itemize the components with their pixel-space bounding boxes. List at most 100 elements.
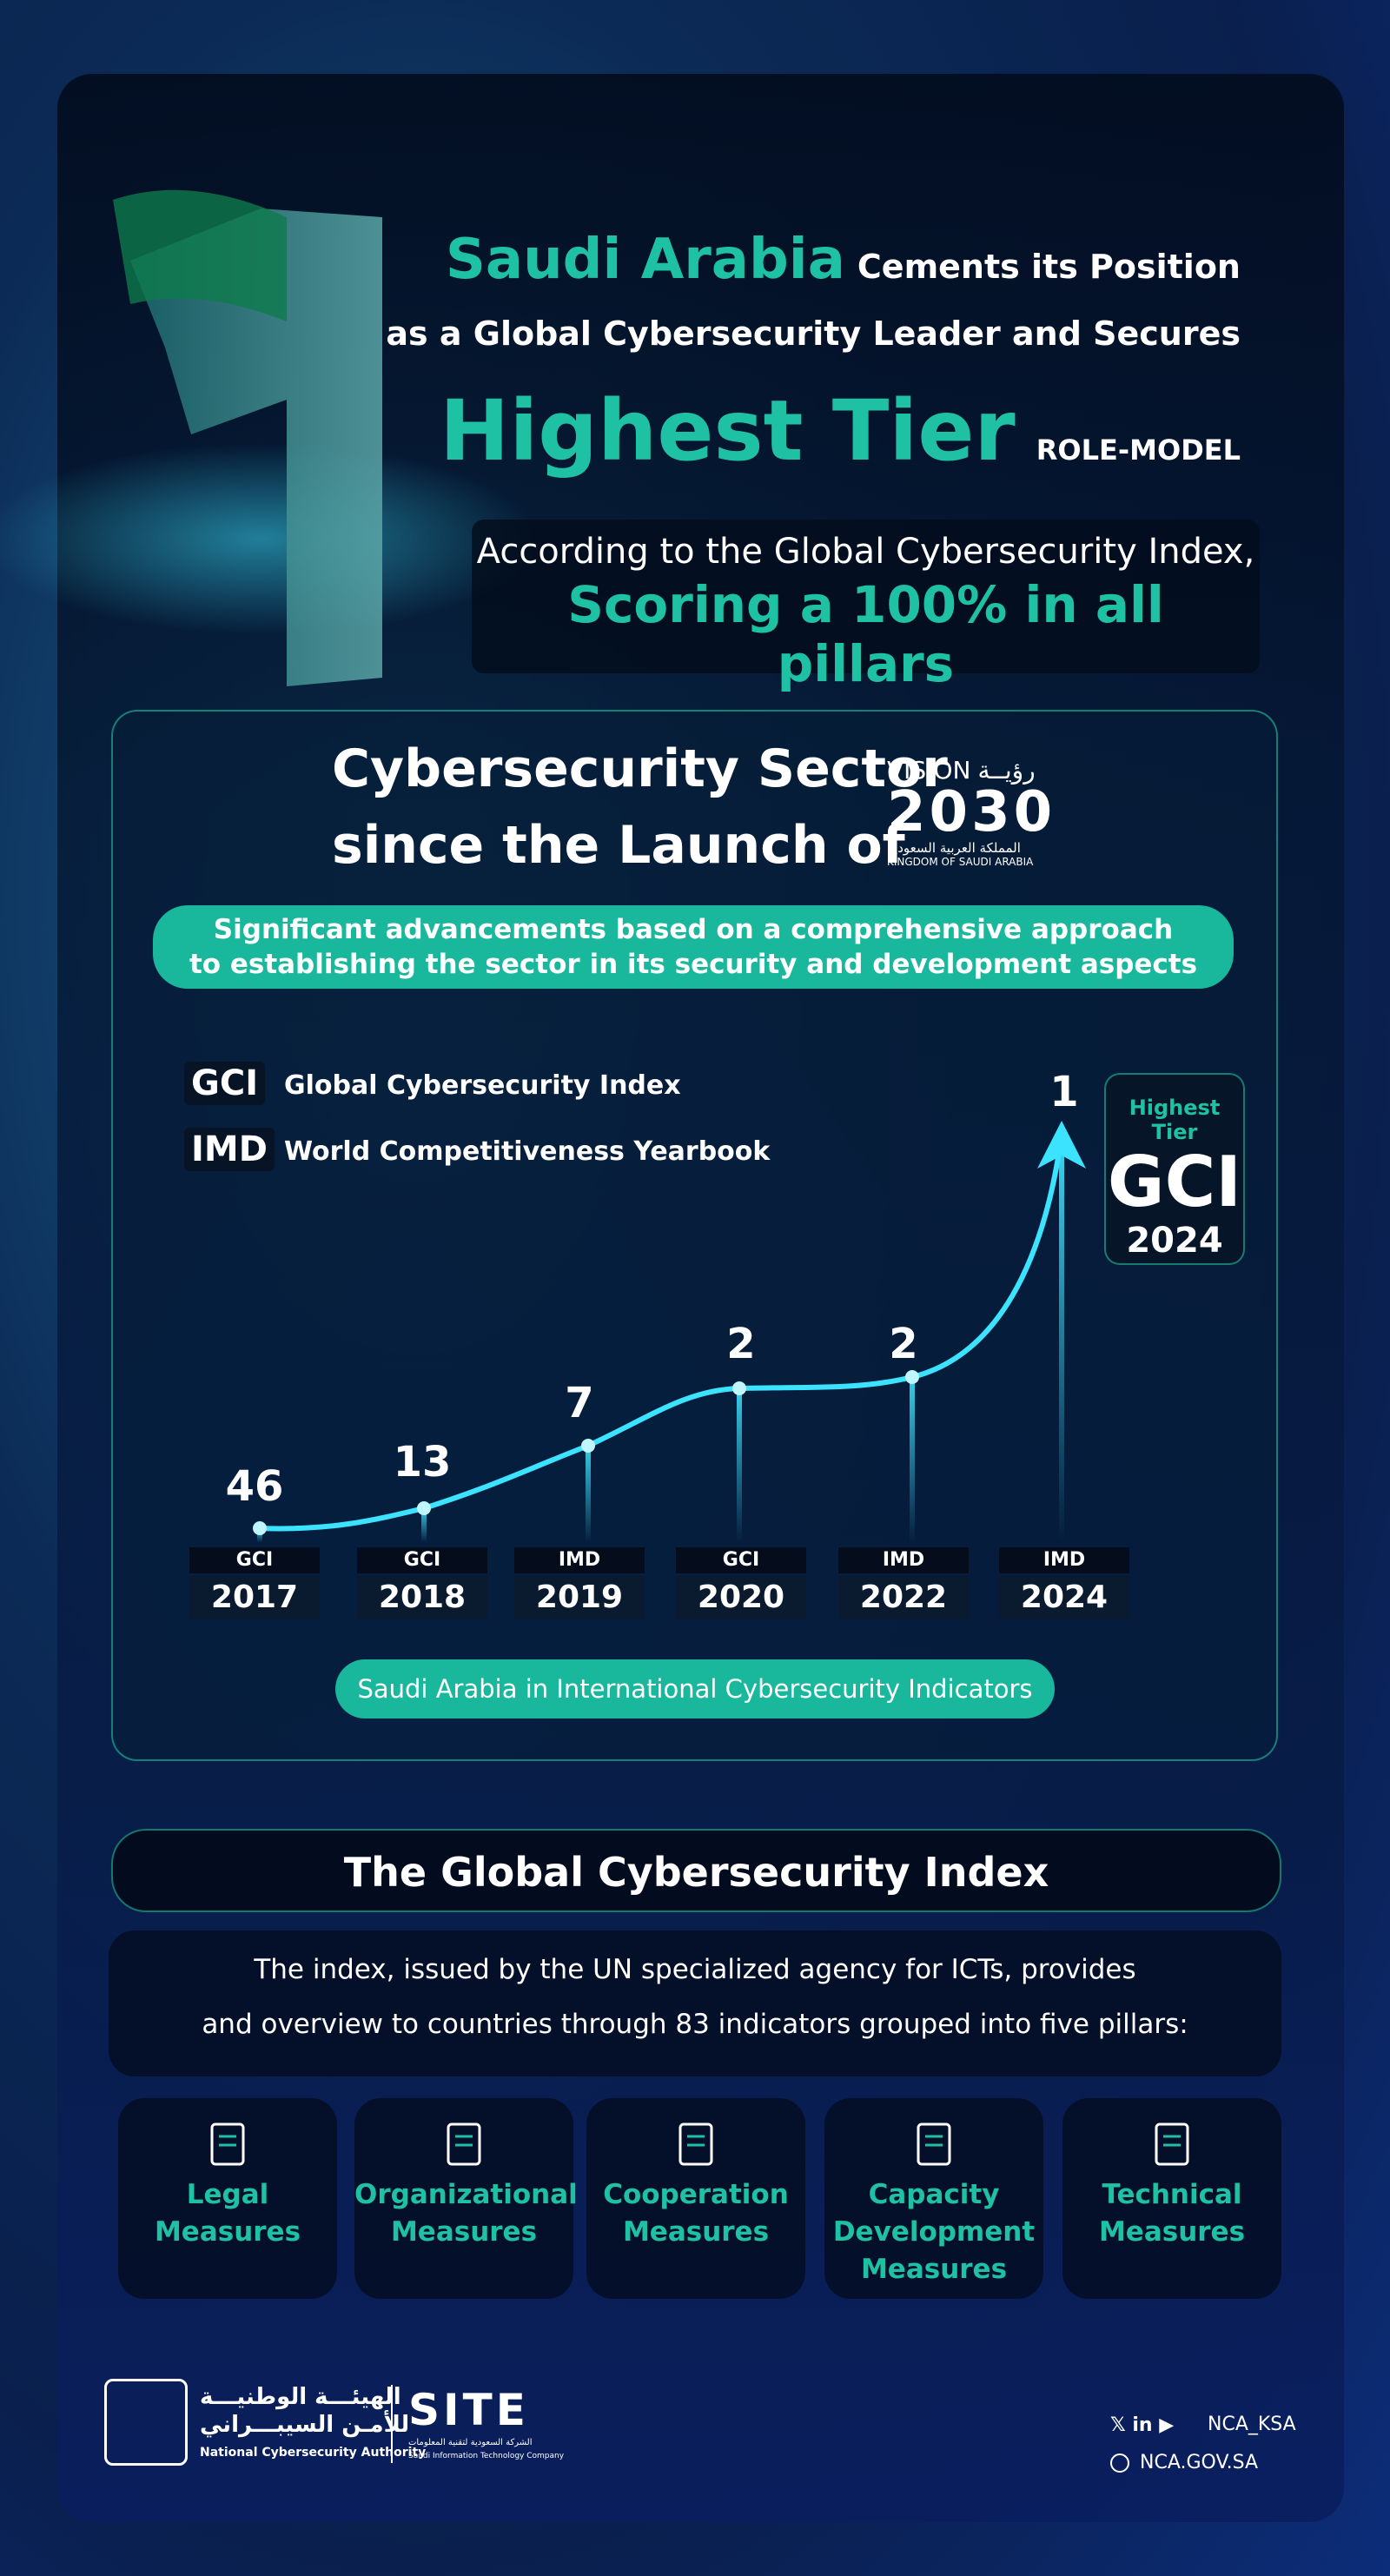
rank: 2 — [889, 1320, 918, 1368]
social-icons: 𝕏 in ▶ — [1110, 2414, 1175, 2436]
title-line-1: Saudi Arabia Cements its Position — [446, 228, 1241, 292]
beam — [586, 1446, 591, 1542]
pillar-text: Legal — [186, 2179, 269, 2210]
desc-line-2: and overview to countries through 83 ind… — [202, 2009, 1188, 2040]
glow — [0, 443, 539, 634]
sector-title-2: since the Launch of — [332, 815, 905, 876]
banner-line-1: Significant advancements based on a comp… — [213, 914, 1174, 945]
pillar-text: Organizational — [354, 2179, 578, 2210]
banner: Significant advancements based on a comp… — [153, 905, 1234, 989]
pillar-icon — [210, 2122, 245, 2166]
beam — [737, 1388, 742, 1542]
gci-title: The Global Cybersecurity Index — [111, 1829, 1281, 1912]
vision-logo: VISION رؤيــة 2030 المملكة العربية السعودية… — [887, 756, 1069, 868]
milestone-index: IMD — [838, 1547, 969, 1573]
milestone-year: 2017 — [189, 1576, 320, 1619]
legend-abbr: GCI — [184, 1062, 266, 1105]
site-name: Saudi Information Technology Company — [408, 2452, 565, 2460]
title-highlight: Saudi Arabia — [445, 228, 845, 292]
index-line: According to the Global Cybersecurity In… — [476, 532, 1255, 572]
rank: 7 — [565, 1379, 594, 1427]
pillar-text: Cooperation — [603, 2179, 789, 2210]
tier-tag: ROLE-MODEL — [1036, 434, 1241, 467]
pillar-text: Technical — [1102, 2179, 1242, 2210]
pillar-text: Development — [832, 2216, 1036, 2248]
legend-label: World Competitiveness Yearbook — [284, 1136, 771, 1167]
beam — [1059, 1156, 1064, 1542]
milestone-index: GCI — [189, 1547, 320, 1573]
score-box: According to the Global Cybersecurity In… — [472, 520, 1260, 693]
pillar: Technical Measures — [1062, 2098, 1281, 2299]
dot — [253, 1521, 267, 1535]
beam — [910, 1377, 915, 1542]
rank: 13 — [393, 1438, 452, 1487]
milestone-index: GCI — [676, 1547, 806, 1573]
banner-line-2: to establishing the sector in its securi… — [189, 949, 1198, 980]
milestone-index: GCI — [357, 1547, 487, 1573]
milestone-index: IMD — [514, 1547, 645, 1573]
flag — [113, 189, 287, 321]
tier-line: Highest Tier ROLE-MODEL — [440, 382, 1241, 480]
pillar-text: Measures — [1098, 2216, 1246, 2248]
footer-pill: Saudi Arabia in International Cybersecur… — [335, 1659, 1055, 1718]
globe-icon — [1110, 2453, 1129, 2473]
badge: Highest Tier GCI 2024 — [1104, 1073, 1245, 1265]
pillar-text: Measures — [622, 2216, 770, 2248]
beam — [421, 1508, 427, 1542]
divider — [391, 2385, 393, 2463]
legend-abbr: IMD — [184, 1128, 275, 1171]
pillar: Organizational Measures — [354, 2098, 578, 2299]
milestone-year: 2024 — [999, 1576, 1129, 1619]
tier: Highest Tier — [440, 382, 1016, 480]
rank: 46 — [225, 1462, 284, 1511]
title-line-2: as a Global Cybersecurity Leader and Sec… — [386, 315, 1241, 353]
arrow-head — [1037, 1121, 1086, 1169]
title-text: Cements its Position — [857, 248, 1241, 286]
vision-word: VISION — [887, 756, 971, 785]
pillar: Capacity Development Measures — [824, 2098, 1043, 2299]
vision-arabic: رؤيــة — [977, 756, 1036, 785]
nca-name: National Cybersecurity Authority — [200, 2446, 427, 2460]
site: SITE — [408, 2385, 529, 2435]
score-line: Scoring a 100% in all pillars — [567, 575, 1164, 693]
site-arabic: الشركة السعودية لتقنية المعلومات — [408, 2438, 533, 2447]
dot — [417, 1501, 431, 1515]
dot — [905, 1370, 919, 1384]
badge-label: Highest Tier — [1129, 1096, 1221, 1144]
legend-label: Global Cybersecurity Index — [284, 1070, 681, 1101]
rank: 1 — [1049, 1068, 1079, 1116]
nca-arabic-2: للأمـن السيبـــراني — [200, 2412, 410, 2438]
milestone-year: 2019 — [514, 1576, 645, 1619]
dot — [732, 1381, 746, 1395]
dot — [581, 1439, 595, 1453]
pillar-text: Measures — [154, 2216, 301, 2248]
badge-year: 2024 — [1126, 1221, 1223, 1261]
website: NCA.GOV.SA — [1140, 2452, 1259, 2473]
milestone-year: 2020 — [676, 1576, 806, 1619]
monolith-one — [130, 209, 382, 686]
badge-index: GCI — [1107, 1142, 1242, 1222]
rank: 2 — [726, 1320, 756, 1368]
sector-title-1: Cybersecurity Sector — [332, 738, 948, 799]
handle: NCA_KSA — [1208, 2414, 1296, 2435]
pillar: Legal Measures — [118, 2098, 337, 2299]
pillar: Cooperation Measures — [586, 2098, 805, 2299]
pillar-icon — [917, 2122, 951, 2166]
desc-line-1: The index, issued by the UN specialized … — [254, 1954, 1136, 1985]
pillar-icon — [678, 2122, 713, 2166]
pillar-text: Capacity — [868, 2179, 1000, 2210]
milestone-index: IMD — [999, 1547, 1129, 1573]
vision-kingdom: KINGDOM OF SAUDI ARABIA — [887, 856, 1034, 868]
nca-emblem — [104, 2379, 188, 2466]
pillar-icon — [1155, 2122, 1189, 2166]
nca-arabic-1: الهيئـــة الوطنيـــة — [200, 2384, 401, 2410]
milestone-year: 2018 — [357, 1576, 487, 1619]
vision-arabic-kingdom: المملكة العربية السعودية — [887, 840, 1021, 856]
vision-year: 2030 — [887, 780, 1056, 844]
gci-desc: The index, issued by the UN specialized … — [109, 1930, 1281, 2076]
pillar-text: Measures — [390, 2216, 538, 2248]
